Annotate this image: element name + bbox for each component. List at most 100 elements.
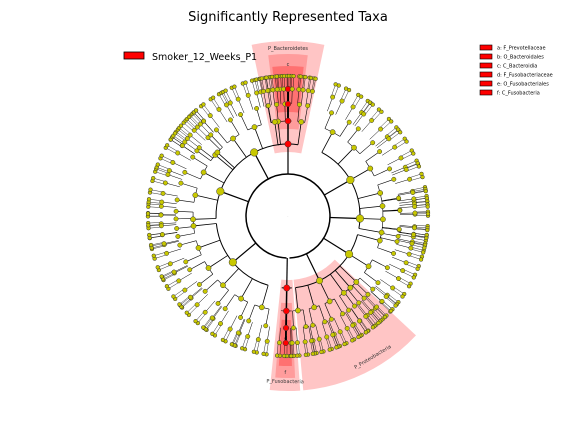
order-edge-0-3-0 xyxy=(267,105,272,123)
family-edge-0-1-1-0 xyxy=(218,109,228,123)
order-edge-8-1-0 xyxy=(177,199,195,203)
order-edge-2-2-1 xyxy=(374,168,390,177)
family-node-7-4-0-1 xyxy=(167,261,173,267)
taxa-key-entry-e: e: O_Fusobacteriales xyxy=(497,82,549,88)
genus-edge-7-3-1-0-1 xyxy=(166,279,179,287)
class-node-8-1 xyxy=(192,192,199,199)
family-edge-5-4-1-0 xyxy=(296,327,298,343)
genus-node-7-2-0-0-1 xyxy=(201,325,206,330)
order-node-1-2-1 xyxy=(305,103,311,109)
family-node-5-1-0-0 xyxy=(368,309,374,315)
family-edge-7-5-0-0 xyxy=(163,240,179,244)
family-edge-2-2-1-0 xyxy=(387,157,402,166)
genus-edge-8-2-0-1-0 xyxy=(160,158,173,164)
genus-edge-2-1-0-0-1 xyxy=(364,104,373,116)
order-node-5-4-0 xyxy=(303,324,309,330)
clade-label-fusobacteria-text: P_Fusobacteria xyxy=(266,379,304,386)
family-node-7-3-0-1 xyxy=(182,287,188,293)
family-edge-7-3-1-0 xyxy=(178,272,192,282)
order-node-5-2-0 xyxy=(340,311,346,317)
family-edge-5-3-1-0 xyxy=(315,324,320,340)
family-edge-2-2-0-1 xyxy=(381,146,395,156)
order-edge-1-2-1 xyxy=(304,105,309,123)
genus-node-1-0-0-1-1 xyxy=(264,75,269,80)
family-edge-4-2-0-0 xyxy=(370,291,382,302)
genus-node-5-3-0-1-1 xyxy=(327,347,332,352)
order-node-5-2-1 xyxy=(328,316,334,322)
class-node-2-3 xyxy=(377,190,384,196)
class-edge-4-2 xyxy=(334,270,351,288)
order-edge-2-4-0 xyxy=(382,209,400,212)
order-node-0-1-0 xyxy=(213,127,219,133)
genus-edge-2-2-0-1-1 xyxy=(395,141,407,149)
genus-edge-0-2-1-0-1 xyxy=(245,82,250,96)
genus-edge-4-0-1-1-1 xyxy=(405,263,418,270)
phylum-node-0 xyxy=(250,148,259,157)
order-node-5-4-1 xyxy=(291,325,296,331)
order-node-5-3-1 xyxy=(310,322,316,328)
family-node-2-1-1-0 xyxy=(378,126,384,132)
family-edge-4-1-1-1 xyxy=(375,285,388,296)
genus-edge-0-1-1-0-0 xyxy=(210,99,219,111)
class-edge-0-0 xyxy=(214,154,234,171)
genus-edge-7-1-0-0-1 xyxy=(231,332,238,345)
genus-node-5-0-0-0-1 xyxy=(393,303,398,308)
class-node-7-0 xyxy=(258,304,265,311)
order-node-2-2-1 xyxy=(387,166,393,172)
genus-edge-4-1-1-1-0 xyxy=(388,293,399,303)
family-edge-8-1-1-0 xyxy=(165,182,180,188)
genus-edge-7-1-1-0-0 xyxy=(214,324,222,336)
genus-edge-7-4-0-0-1 xyxy=(161,270,174,277)
genus-edge-0-3-1-0-0 xyxy=(277,76,279,90)
genus-edge-4-0-0-1-1 xyxy=(411,244,425,248)
genus-edge-2-3-0-1-1 xyxy=(409,176,423,181)
genus-edge-2-0-1-0-0 xyxy=(351,94,359,107)
order-node-7-5-0 xyxy=(175,234,181,239)
family-node-8-2-1-0 xyxy=(175,150,181,156)
class-edge-7-4 xyxy=(198,239,221,249)
order-edge-0-2-0 xyxy=(240,114,249,131)
order-node-1-1-0 xyxy=(284,100,292,108)
genus-edge-4-1-0-0-1 xyxy=(402,271,414,278)
family-edge-4-2-0-1 xyxy=(364,297,376,309)
genus-node-8-0-1-0-1 xyxy=(145,211,151,216)
order-edge-3-1-1 xyxy=(380,237,398,242)
order-node-7-2-0 xyxy=(215,300,221,306)
phylum-node-3 xyxy=(355,214,365,223)
genus-edge-7-0-0-0-0 xyxy=(266,341,269,355)
genus-node-3-0-0-1-1 xyxy=(424,195,430,201)
genus-node-7-4-0-1-1 xyxy=(155,265,160,270)
family-edge-5-0-0-0 xyxy=(374,286,387,297)
order-edge-1-0-0 xyxy=(267,105,272,123)
family-node-7-0-1-0 xyxy=(245,333,251,339)
genus-node-1-2-0-1-1 xyxy=(303,74,308,80)
genus-edge-7-5-1-0-1 xyxy=(148,222,162,224)
genus-node-5-2-1-0-1 xyxy=(342,341,347,347)
genus-edge-2-0-1-0-1 xyxy=(354,96,362,108)
genus-edge-0-0-1-1-0 xyxy=(190,115,200,126)
family-edge-2-1-0-1 xyxy=(361,120,372,132)
family-edge-7-2-0-0 xyxy=(212,305,222,319)
order-edge-8-0-1 xyxy=(176,211,194,213)
genus-edge-2-1-1-0-0 xyxy=(379,118,390,129)
genus-node-2-2-1-0-1 xyxy=(411,151,416,156)
order-edge-2-1-1 xyxy=(359,142,373,155)
genus-edge-4-2-0-0-1 xyxy=(380,302,391,312)
taxa-key-swatch-d xyxy=(479,71,493,78)
order-edge-3-0-0 xyxy=(381,197,399,202)
genus-edge-8-0-1-1-1 xyxy=(148,203,162,206)
class-edge-2-3 xyxy=(357,192,381,199)
family-edge-3-1-0-0 xyxy=(399,226,415,229)
family-node-2-0-0-1 xyxy=(339,98,345,104)
phylum-edge-7 xyxy=(232,242,257,263)
class-node-2-4 xyxy=(380,216,386,223)
family-edge-0-0-0-1 xyxy=(187,138,200,148)
genus-node-5-1-0-1-1 xyxy=(370,325,376,330)
family-node-4-1-0-0 xyxy=(400,268,406,273)
family-edge-2-1-0-0 xyxy=(354,113,364,127)
genus-edge-0-3-0-1-1 xyxy=(268,77,271,91)
family-node-1-2-1-0 xyxy=(305,88,311,94)
class-node-3-1 xyxy=(378,229,385,236)
family-edge-2-1-1-1 xyxy=(375,136,388,147)
family-edge-4-0-0-1 xyxy=(397,240,413,244)
